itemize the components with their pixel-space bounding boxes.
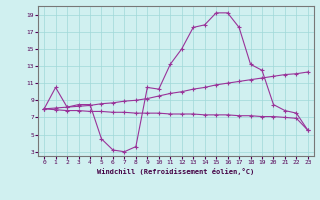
X-axis label: Windchill (Refroidissement éolien,°C): Windchill (Refroidissement éolien,°C) (97, 168, 255, 175)
